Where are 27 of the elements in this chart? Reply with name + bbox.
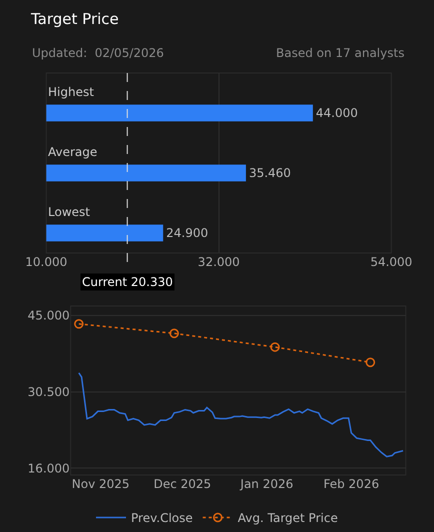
y-tick-label: Highest	[48, 85, 94, 99]
x-tick-label: Jan 2026	[239, 477, 294, 491]
line-series	[78, 372, 404, 458]
data-label: 35.460	[248, 166, 291, 180]
y-tick-label: 30.500	[28, 385, 70, 400]
y-tick-label: Average	[48, 145, 98, 159]
chart-title: Target Price	[30, 10, 119, 28]
text: Based on 17 analysts	[276, 46, 404, 60]
data-label: 44.000	[316, 106, 358, 120]
legend-label: Avg. Target Price	[238, 511, 338, 526]
x-tick-label: 10.000	[25, 255, 68, 269]
point	[169, 328, 179, 338]
legend-label: Prev.Close	[131, 511, 193, 526]
x-tick-label: 32.000	[198, 255, 240, 269]
x-tick-label: Feb 2026	[323, 477, 380, 491]
y-tick-label: Lowest	[48, 205, 90, 219]
y-tick-label: 16.000	[28, 461, 70, 476]
x-tick-label: Dec 2025	[154, 477, 212, 491]
text: Updated: 02/05/2026	[32, 46, 164, 60]
x-tick-label: 54.000	[370, 255, 412, 269]
point	[366, 358, 376, 368]
x-tick-label: Nov 2025	[72, 477, 130, 491]
point	[270, 342, 280, 352]
y-tick-label: 45.000	[28, 308, 70, 323]
ref-line-label: Current 20.330	[82, 275, 173, 289]
point	[74, 319, 84, 329]
data-label: 24.900	[166, 226, 208, 240]
